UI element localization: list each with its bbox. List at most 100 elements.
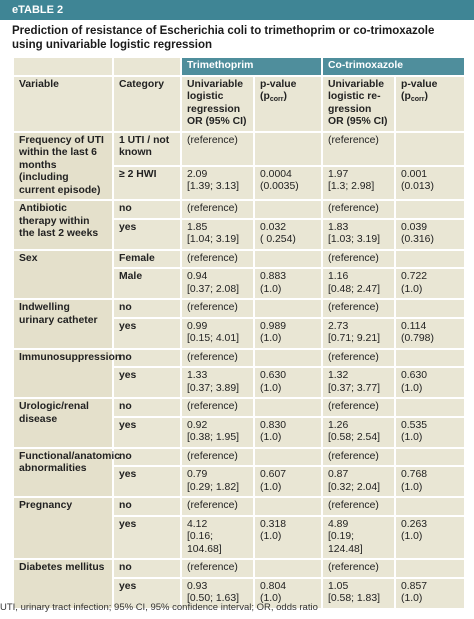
value-cell: 0.79 [0.29; 1.82]: [180, 465, 255, 498]
variable-cell: Diabetes mellitus: [12, 558, 114, 610]
value-cell: (reference): [321, 248, 396, 269]
value-cell: 2.09 [1.39; 3.13]: [180, 164, 255, 202]
category-cell: no: [112, 558, 182, 579]
data-row: Immunosuppression no (reference) (reference…: [12, 347, 466, 399]
value-cell: 0.94 [0.37; 2.08]: [180, 267, 255, 300]
variable-cell: Frequency of UTI within the last 6 month…: [12, 130, 114, 201]
value-cell: (reference): [321, 496, 396, 517]
data-row: Pregnancy no (reference) (reference): [12, 496, 466, 560]
table-label: eTABLE 2: [0, 0, 474, 20]
value-cell: 1.32 [0.37; 3.77]: [321, 366, 396, 399]
value-cell: 0.630 (1.0): [394, 366, 466, 399]
data-row: Urologic/renal disease no (reference) (refe…: [12, 397, 466, 449]
value-cell: 0.830 (1.0): [253, 415, 323, 449]
category-cell: yes: [112, 514, 182, 560]
empty-cell: [394, 446, 466, 467]
value-cell: 4.12 [0.16; 104.68]: [180, 514, 255, 560]
category-cell: yes: [112, 465, 182, 498]
value-cell: 0.001 (0.013): [394, 164, 466, 202]
variable-cell: Urologic/renal disease: [12, 397, 114, 449]
column-header: Category: [112, 74, 182, 133]
value-cell: (reference): [321, 199, 396, 220]
data-row: yes 0.92 [0.38; 1.95] 0.830 (1.0) 1.26 [0.5…: [13, 415, 466, 449]
value-cell: 0.535 (1.0): [394, 415, 466, 449]
category-cell: yes: [112, 366, 182, 399]
results-table: Trimethoprim Co-trimoxazole Variable Catego…: [12, 56, 466, 610]
empty-cell: [253, 496, 323, 517]
value-cell: 0.630 (1.0): [253, 366, 323, 399]
value-cell: 0.883 (1.0): [253, 267, 323, 300]
category-cell: 1 UTI / not known: [112, 130, 182, 167]
data-row: Functional/anatomic abnormalities no (refe…: [12, 446, 466, 498]
header-text: ): [283, 91, 287, 102]
empty-cell: [394, 347, 466, 368]
value-cell: 0.032 ( 0.254): [253, 217, 323, 251]
empty-cell: [253, 347, 323, 368]
column-header: p-value (pcorr): [253, 74, 323, 133]
value-cell: 0.114 (0.798): [394, 316, 466, 350]
value-cell: (reference): [180, 496, 255, 517]
data-row: Antibiotic therapy within the last 2 wee…: [12, 199, 466, 251]
value-cell: (reference): [180, 248, 255, 269]
category-cell: no: [112, 496, 182, 517]
value-cell: 0.99 [0.15; 4.01]: [180, 316, 255, 350]
value-cell: 0.989 (1.0): [253, 316, 323, 350]
value-cell: 1.33 [0.37; 3.89]: [180, 366, 255, 399]
empty-cell: [253, 397, 323, 418]
value-cell: 1.97 [1.3; 2.98]: [321, 164, 396, 202]
category-cell: no: [112, 397, 182, 418]
value-cell: 1.26 [0.58; 2.54]: [321, 415, 396, 449]
header-text: p-value (p: [401, 78, 438, 103]
value-cell: (reference): [321, 347, 396, 368]
header-subscript: corr: [269, 96, 284, 103]
empty-cell: [394, 558, 466, 579]
category-cell: yes: [112, 316, 182, 350]
value-cell: (reference): [180, 130, 255, 167]
category-cell: yes: [112, 576, 182, 610]
value-cell: (reference): [180, 446, 255, 467]
empty-cell: [394, 397, 466, 418]
value-cell: 0.0004 (0.0035): [253, 164, 323, 202]
category-cell: ≥ 2 HWI: [112, 164, 182, 202]
empty-cell: [394, 298, 466, 319]
value-cell: 0.857 (1.0): [394, 576, 466, 610]
data-row: yes 0.79 [0.29; 1.82] 0.607 (1.0) 0.87 [0.3…: [13, 465, 466, 498]
empty-cell: [253, 446, 323, 467]
variable-cell: Functional/anatomic abnormalities: [12, 446, 120, 498]
header-text: ): [424, 91, 428, 102]
value-cell: 2.73 [0.71; 9.21]: [321, 316, 396, 350]
value-cell: (reference): [180, 199, 255, 220]
value-cell: (reference): [321, 558, 396, 579]
value-cell: 0.87 [0.32; 2.04]: [321, 465, 396, 498]
variable-cell: Pregnancy: [12, 496, 114, 560]
header-subscript: corr: [410, 96, 425, 103]
data-row: yes 0.93 [0.50; 1.63] 0.804 (1.0) 1.05 [0.5…: [13, 576, 466, 610]
value-cell: (reference): [321, 397, 396, 418]
group-header: Co-trimoxazole: [321, 56, 466, 77]
category-cell: Female: [112, 248, 182, 269]
empty-cell: [253, 298, 323, 319]
value-cell: 0.607 (1.0): [253, 465, 323, 498]
blank-cell: [12, 56, 114, 77]
value-cell: 0.318 (1.0): [253, 514, 323, 560]
category-cell: yes: [112, 217, 182, 251]
empty-cell: [394, 248, 466, 269]
header-text: p-value (p: [260, 78, 297, 103]
value-cell: (reference): [180, 298, 255, 319]
value-cell: (reference): [180, 558, 255, 579]
value-cell: 0.768 (1.0): [394, 465, 466, 498]
data-row: yes 1.33 [0.37; 3.89] 0.630 (1.0) 1.32 [0.3…: [13, 366, 466, 399]
data-row: Diabetes mellitus no (reference) (reference…: [12, 558, 466, 610]
variable-cell: Sex: [12, 248, 114, 300]
value-cell: (reference): [180, 397, 255, 418]
empty-cell: [253, 199, 323, 220]
data-row: Indwelling urinary catheter no (reference)…: [12, 298, 466, 350]
empty-cell: [253, 248, 323, 269]
value-cell: 0.722 (1.0): [394, 267, 466, 300]
empty-cell: [253, 558, 323, 579]
data-row: ≥ 2 HWI 2.09 [1.39; 3.13] 0.0004 (0.0035) 1…: [13, 164, 466, 202]
value-cell: 1.05 [0.58; 1.83]: [321, 576, 396, 610]
data-row: Frequency of UTI within the last 6 month…: [12, 130, 466, 201]
column-header: Variable: [12, 74, 114, 133]
footnote: UTI, urinary tract infection; 95% CI, 95…: [0, 602, 318, 613]
